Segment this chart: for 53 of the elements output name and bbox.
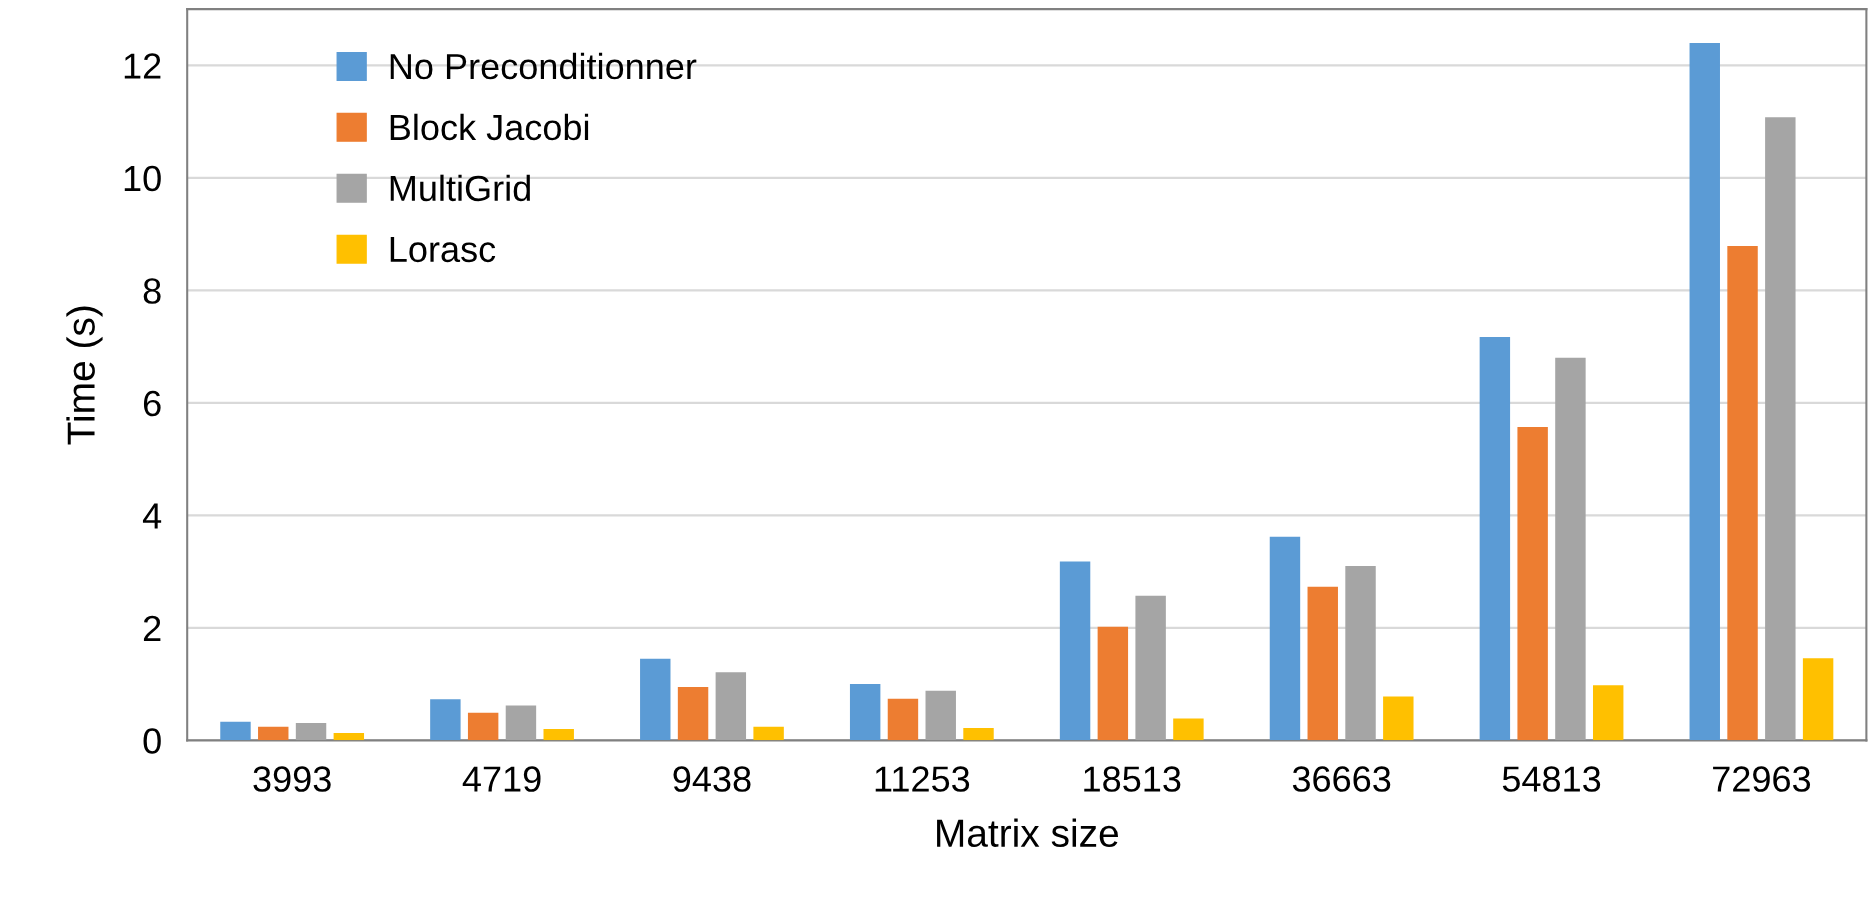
bar	[1479, 337, 1511, 741]
bar	[295, 722, 327, 741]
y-axis-title: Time (s)	[66, 306, 103, 445]
y-tick-label: 8	[143, 278, 161, 304]
bar	[753, 726, 784, 741]
bar	[849, 684, 881, 741]
legend-label: Lorasc	[390, 236, 496, 263]
bar	[1802, 658, 1834, 741]
bar	[677, 686, 709, 741]
bar	[1173, 718, 1204, 741]
bar	[467, 712, 499, 741]
bar	[1135, 595, 1166, 741]
x-tick-label: 4719	[462, 766, 541, 792]
y-tick-label: 12	[124, 53, 161, 79]
bar	[887, 698, 919, 741]
bar	[1307, 586, 1338, 741]
bar	[1555, 357, 1586, 741]
legend-label: MultiGrid	[390, 174, 530, 202]
bar	[505, 705, 537, 741]
bar	[1727, 245, 1758, 741]
y-tick-label: 10	[124, 165, 161, 192]
bar	[715, 672, 747, 741]
legend-label: Block Jacobi	[390, 113, 589, 141]
bar	[640, 658, 671, 741]
bar	[1269, 536, 1301, 741]
y-tick-label: 6	[143, 390, 161, 417]
x-tick-label: 72963	[1713, 766, 1811, 792]
bar	[258, 726, 289, 741]
y-tick-label: 2	[143, 615, 161, 641]
bar	[1059, 561, 1091, 741]
x-tick-label: 54813	[1502, 766, 1601, 792]
bar	[963, 727, 994, 741]
bar	[430, 699, 461, 741]
x-tick-label: 9438	[673, 766, 751, 792]
y-tick-label: 0	[143, 728, 161, 754]
bar	[220, 721, 251, 741]
bar	[1592, 685, 1624, 741]
x-tick-label: 18513	[1084, 766, 1181, 792]
bar	[543, 729, 574, 741]
x-tick-label: 3993	[253, 766, 331, 792]
bar	[1097, 626, 1129, 741]
bar	[1517, 427, 1548, 741]
legend-label: No Preconditionner	[390, 52, 697, 80]
bar	[333, 733, 365, 741]
bar	[1383, 696, 1414, 741]
bar	[1689, 42, 1720, 741]
x-tick-label: 11253	[875, 766, 970, 792]
bar	[1345, 565, 1376, 741]
x-tick-label: 36663	[1292, 766, 1391, 792]
x-axis-title: Matrix size	[937, 818, 1118, 848]
y-tick-label: 4	[142, 503, 162, 529]
bar	[925, 690, 956, 741]
bar	[1765, 117, 1796, 741]
